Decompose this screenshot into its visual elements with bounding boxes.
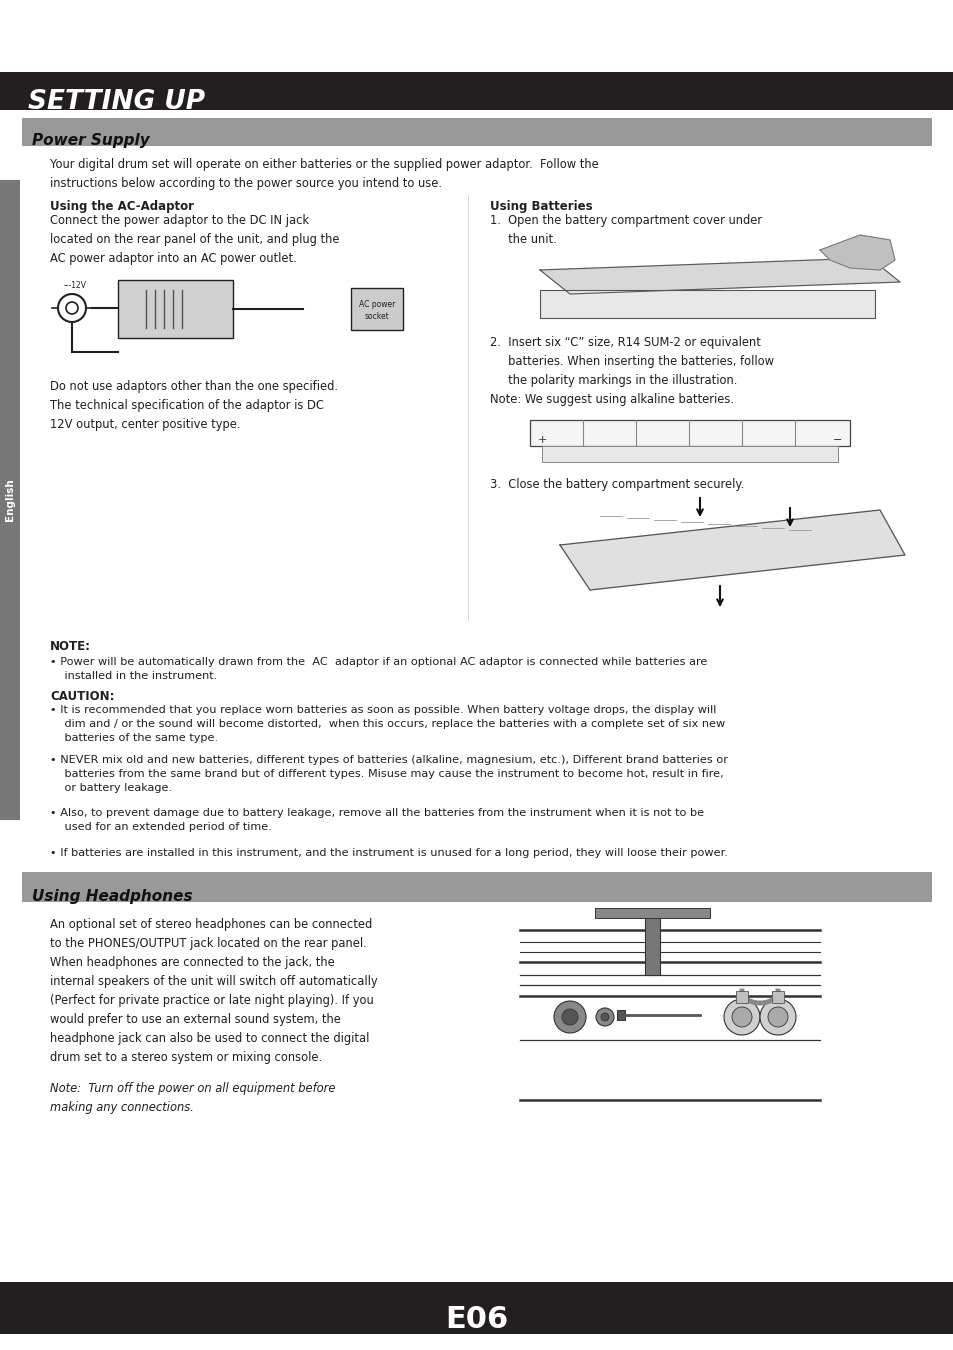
Bar — [644, 910, 659, 975]
Text: • It is recommended that you replace worn batteries as soon as possible. When ba: • It is recommended that you replace wor… — [50, 705, 724, 743]
Text: • Power will be automatically drawn from the  AC  adaptor if an optional AC adap: • Power will be automatically drawn from… — [50, 657, 706, 680]
Text: 3.  Close the battery compartment securely.: 3. Close the battery compartment securel… — [490, 478, 743, 491]
Polygon shape — [559, 510, 904, 590]
Circle shape — [561, 1008, 578, 1025]
Text: English: English — [5, 479, 15, 521]
Circle shape — [600, 1012, 608, 1021]
Text: Do not use adaptors other than the one specified.
The technical specification of: Do not use adaptors other than the one s… — [50, 379, 337, 431]
Text: ---12V: ---12V — [64, 281, 87, 290]
Bar — [22, 117, 931, 146]
Text: Using Batteries: Using Batteries — [490, 200, 592, 213]
Text: CAUTION:: CAUTION: — [50, 690, 114, 703]
Text: SETTING UP: SETTING UP — [28, 89, 205, 115]
Text: • If batteries are installed in this instrument, and the instrument is unused fo: • If batteries are installed in this ins… — [50, 848, 727, 859]
Text: An optional set of stereo headphones can be connected
to the PHONES/OUTPUT jack : An optional set of stereo headphones can… — [50, 918, 377, 1064]
Text: • NEVER mix old and new batteries, different types of batteries (alkaline, magne: • NEVER mix old and new batteries, diffe… — [50, 755, 727, 792]
Bar — [539, 290, 874, 319]
Text: Connect the power adaptor to the DC IN jack
located on the rear panel of the uni: Connect the power adaptor to the DC IN j… — [50, 215, 339, 265]
Circle shape — [760, 999, 795, 1035]
Text: 1.  Open the battery compartment cover under
     the unit.: 1. Open the battery compartment cover un… — [490, 215, 761, 246]
Polygon shape — [539, 258, 899, 294]
Polygon shape — [820, 235, 894, 270]
Text: −: − — [832, 435, 841, 446]
Bar — [541, 446, 837, 462]
Bar — [617, 1010, 624, 1021]
Circle shape — [723, 999, 760, 1035]
Text: Using Headphones: Using Headphones — [32, 888, 193, 903]
Bar — [22, 872, 931, 902]
Bar — [0, 72, 953, 109]
Circle shape — [767, 1007, 787, 1027]
Bar — [541, 446, 837, 462]
Text: 2.  Insert six “C” size, R14 SUM-2 or equivalent
     batteries. When inserting : 2. Insert six “C” size, R14 SUM-2 or equ… — [490, 336, 773, 406]
Bar — [595, 909, 709, 918]
Bar — [735, 991, 747, 1003]
Text: +: + — [537, 435, 547, 446]
Text: Using the AC-Adaptor: Using the AC-Adaptor — [50, 200, 193, 213]
Bar — [530, 420, 849, 446]
Bar — [771, 991, 783, 1003]
Circle shape — [554, 1000, 585, 1033]
Bar — [351, 288, 402, 329]
Text: NOTE:: NOTE: — [50, 640, 91, 653]
Circle shape — [596, 1008, 614, 1026]
Text: • Also, to prevent damage due to battery leakage, remove all the batteries from : • Also, to prevent damage due to battery… — [50, 809, 703, 832]
Bar — [0, 180, 20, 819]
Text: E06: E06 — [445, 1305, 508, 1335]
Text: Note:  Turn off the power on all equipment before
making any connections.: Note: Turn off the power on all equipmen… — [50, 1081, 335, 1114]
Text: Power Supply: Power Supply — [32, 132, 150, 147]
Bar — [118, 279, 233, 338]
Text: Your digital drum set will operate on either batteries or the supplied power ada: Your digital drum set will operate on ei… — [50, 158, 598, 190]
Text: AC power
socket: AC power socket — [358, 300, 395, 321]
Circle shape — [731, 1007, 751, 1027]
Bar — [0, 1282, 953, 1334]
